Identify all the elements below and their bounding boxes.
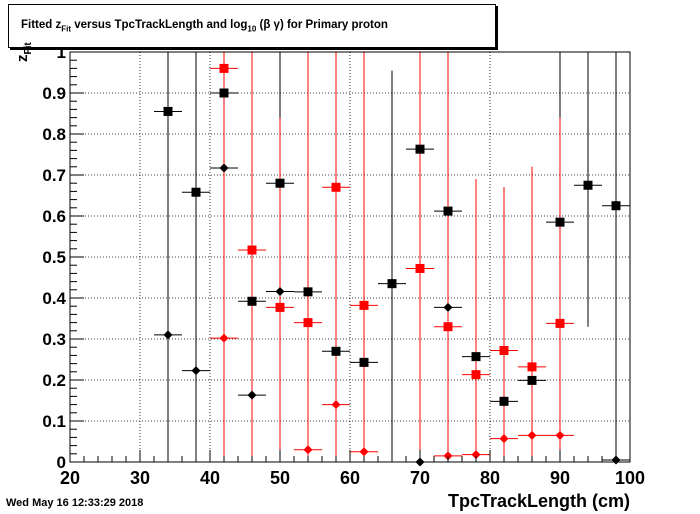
timestamp: Wed May 16 12:33:29 2018 [6, 497, 144, 509]
data-point-square [471, 370, 481, 380]
data-point-square [247, 296, 257, 306]
data-point-square [499, 396, 509, 406]
data-point-diamond [247, 390, 257, 400]
data-point-diamond [443, 302, 453, 312]
data-point-diamond [219, 163, 229, 173]
y-tick-label: 0.6 [42, 207, 66, 226]
y-tick-label: 0.3 [42, 330, 66, 349]
data-point-diamond [331, 400, 341, 410]
data-point-square [471, 352, 481, 362]
data-point-square [387, 279, 397, 289]
data-point-diamond [359, 447, 369, 457]
x-tick-label: 80 [480, 468, 500, 488]
data-point-square [275, 302, 285, 312]
data-point-square [443, 206, 453, 216]
data-point-diamond [471, 450, 481, 460]
x-axis-title: TpcTrackLength (cm) [447, 491, 630, 511]
data-point-square [443, 322, 453, 332]
data-point-square [527, 375, 537, 385]
data-point-square [415, 263, 425, 273]
x-tick-label: 60 [340, 468, 360, 488]
x-tick-label: 40 [200, 468, 220, 488]
y-axis-title: zFit [14, 42, 34, 62]
data-point-square [611, 201, 621, 211]
data-point-square [303, 287, 313, 297]
data-point-diamond [163, 330, 173, 340]
y-tick-label: 1 [57, 43, 66, 62]
data-point-square [303, 318, 313, 328]
data-point-diamond [499, 434, 509, 444]
y-tick-label: 0 [57, 453, 66, 472]
y-tick-label: 0.2 [42, 371, 66, 390]
data-point-diamond [275, 286, 285, 296]
x-tick-label: 70 [410, 468, 430, 488]
data-point-square [527, 362, 537, 372]
title-box: Fitted zFit versus TpcTrackLength and lo… [8, 4, 496, 48]
data-point-square [219, 88, 229, 98]
data-point-diamond [191, 366, 201, 376]
y-tick-label: 0.4 [42, 289, 66, 308]
data-markers [163, 63, 621, 467]
data-point-square [415, 144, 425, 154]
data-point-diamond [555, 430, 565, 440]
data-point-square [247, 245, 257, 255]
data-point-square [555, 217, 565, 227]
x-tick-label: 100 [615, 468, 645, 488]
y-tick-label: 0.7 [42, 166, 66, 185]
data-point-diamond [443, 451, 453, 461]
plot-title: Fitted zFit versus TpcTrackLength and lo… [21, 19, 388, 34]
data-point-diamond [527, 430, 537, 440]
y-tick-label: 0.1 [42, 412, 66, 431]
x-tick-label: 90 [550, 468, 570, 488]
tick-labels: 20 30 40 50 60 70 80 90 100 0 0.1 0.2 0.3 0.4 0.5 0.6 0.… [42, 43, 645, 488]
x-tick-label: 30 [130, 468, 150, 488]
data-point-square [555, 318, 565, 328]
data-point-square [275, 178, 285, 188]
grid-lines [70, 52, 630, 462]
data-point-square [359, 357, 369, 367]
data-point-square [219, 63, 229, 73]
data-point-square [499, 345, 509, 355]
data-point-square [359, 300, 369, 310]
y-tick-label: 0.5 [42, 248, 66, 267]
data-point-square [191, 187, 201, 197]
data-point-diamond [303, 445, 313, 455]
x-tick-label: 50 [270, 468, 290, 488]
y-tick-label: 0.8 [42, 125, 66, 144]
data-point-square [331, 346, 341, 356]
axis-ticks [69, 51, 631, 463]
data-point-square [331, 182, 341, 192]
y-tick-label: 0.9 [42, 84, 66, 103]
x-tick-label: 20 [60, 468, 80, 488]
data-point-diamond [219, 333, 229, 343]
data-point-square [583, 180, 593, 190]
error-bars [154, 52, 630, 463]
data-point-square [163, 106, 173, 116]
